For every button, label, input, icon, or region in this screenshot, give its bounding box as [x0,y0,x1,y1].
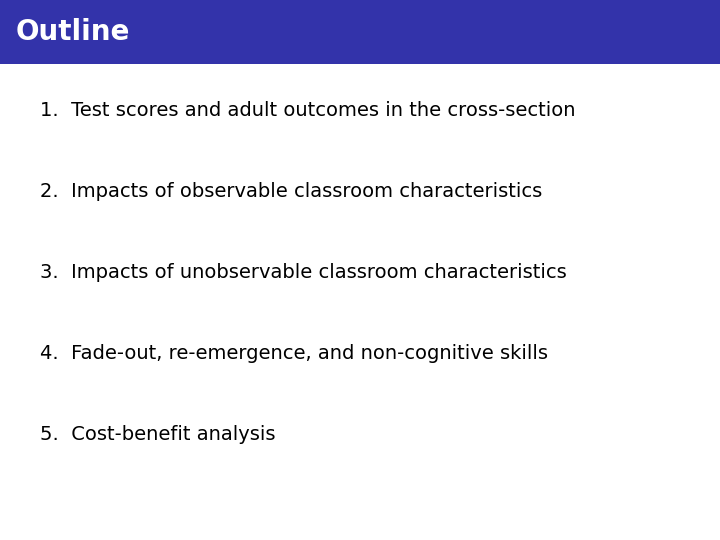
Bar [0,0,720,64]
Text: 1.  Test scores and adult outcomes in the cross-section: 1. Test scores and adult outcomes in the… [40,101,575,120]
Text: 5.  Cost-benefit analysis: 5. Cost-benefit analysis [40,425,275,444]
Text: 3.  Impacts of unobservable classroom characteristics: 3. Impacts of unobservable classroom cha… [40,263,567,282]
Text: Outline: Outline [16,18,130,46]
Text: 2.  Impacts of observable classroom characteristics: 2. Impacts of observable classroom chara… [40,182,542,201]
Text: 4.  Fade-out, re-emergence, and non-cognitive skills: 4. Fade-out, re-emergence, and non-cogni… [40,344,548,363]
